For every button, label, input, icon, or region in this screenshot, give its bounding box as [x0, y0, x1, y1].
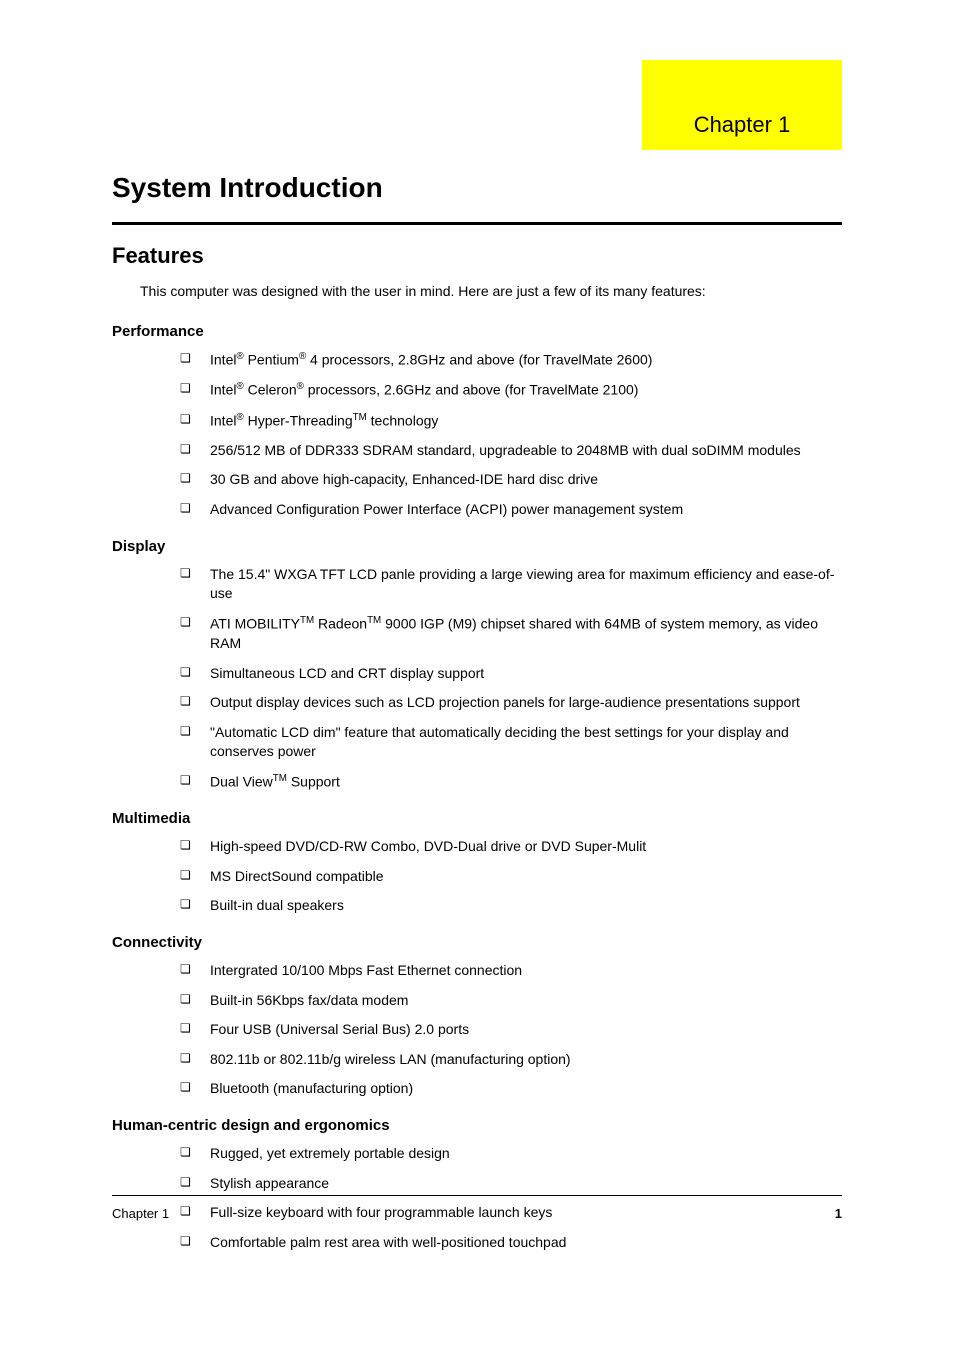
- list-item: Stylish appearance: [180, 1174, 842, 1194]
- list-item: 30 GB and above high-capacity, Enhanced-…: [180, 470, 842, 490]
- list-item: Built-in 56Kbps fax/data modem: [180, 991, 842, 1011]
- list-item: Intergrated 10/100 Mbps Fast Ethernet co…: [180, 961, 842, 981]
- list-item: 256/512 MB of DDR333 SDRAM standard, upg…: [180, 441, 842, 461]
- list-item: Bluetooth (manufacturing option): [180, 1079, 842, 1099]
- list-item: "Automatic LCD dim" feature that automat…: [180, 723, 842, 762]
- list-item: Comfortable palm rest area with well-pos…: [180, 1233, 842, 1253]
- list-item: Dual ViewTM Support: [180, 772, 842, 792]
- multimedia-list: High-speed DVD/CD-RW Combo, DVD-Dual dri…: [180, 837, 842, 916]
- main-content: System Introduction Features This comput…: [112, 172, 842, 1262]
- multimedia-title: Multimedia: [112, 810, 842, 827]
- performance-list: Intel® Pentium® 4 processors, 2.8GHz and…: [180, 350, 842, 520]
- display-title: Display: [112, 538, 842, 555]
- list-item: ATI MOBILITYTM RadeonTM 9000 IGP (M9) ch…: [180, 614, 842, 654]
- list-item: Advanced Configuration Power Interface (…: [180, 500, 842, 520]
- intro-text: This computer was designed with the user…: [140, 283, 842, 299]
- list-item: Rugged, yet extremely portable design: [180, 1144, 842, 1164]
- list-item: Intel® Hyper-ThreadingTM technology: [180, 411, 842, 431]
- ergonomics-title: Human-centric design and ergonomics: [112, 1117, 842, 1134]
- list-item: Intel® Pentium® 4 processors, 2.8GHz and…: [180, 350, 842, 370]
- list-item: Intel® Celeron® processors, 2.6GHz and a…: [180, 380, 842, 400]
- list-item: Output display devices such as LCD proje…: [180, 693, 842, 713]
- chapter-banner-text: Chapter 1: [694, 112, 791, 138]
- connectivity-title: Connectivity: [112, 934, 842, 951]
- list-item: The 15.4" WXGA TFT LCD panle providing a…: [180, 565, 842, 604]
- list-item: Four USB (Universal Serial Bus) 2.0 port…: [180, 1020, 842, 1040]
- title-rule: [112, 222, 842, 225]
- footer-row: Chapter 1 1: [112, 1206, 842, 1221]
- section-title: Features: [112, 243, 842, 269]
- page-footer: Chapter 1 1: [112, 1195, 842, 1221]
- performance-title: Performance: [112, 323, 842, 340]
- list-item: MS DirectSound compatible: [180, 867, 842, 887]
- chapter-banner: Chapter 1: [642, 60, 842, 150]
- list-item: Simultaneous LCD and CRT display support: [180, 664, 842, 684]
- connectivity-list: Intergrated 10/100 Mbps Fast Ethernet co…: [180, 961, 842, 1099]
- list-item: High-speed DVD/CD-RW Combo, DVD-Dual dri…: [180, 837, 842, 857]
- footer-rule: [112, 1195, 842, 1196]
- footer-chapter-label: Chapter 1: [112, 1206, 169, 1221]
- list-item: Built-in dual speakers: [180, 896, 842, 916]
- display-list: The 15.4" WXGA TFT LCD panle providing a…: [180, 565, 842, 793]
- main-title: System Introduction: [112, 172, 842, 204]
- page-number: 1: [835, 1206, 842, 1221]
- list-item: 802.11b or 802.11b/g wireless LAN (manuf…: [180, 1050, 842, 1070]
